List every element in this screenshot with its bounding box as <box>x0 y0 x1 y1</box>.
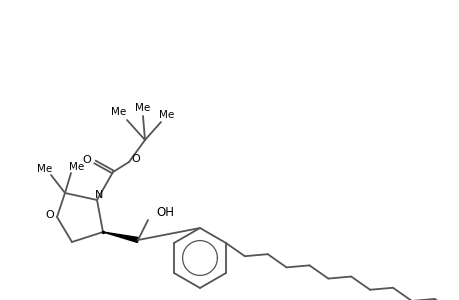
Text: N: N <box>95 190 103 200</box>
Text: O: O <box>83 155 91 165</box>
Polygon shape <box>103 232 138 242</box>
Text: OH: OH <box>156 206 174 218</box>
Text: O: O <box>45 210 54 220</box>
Text: Me: Me <box>69 162 84 172</box>
Text: Me: Me <box>159 110 174 120</box>
Text: Me: Me <box>111 107 126 117</box>
Text: Me: Me <box>37 164 52 174</box>
Text: Me: Me <box>135 103 150 113</box>
Text: O: O <box>131 154 140 164</box>
